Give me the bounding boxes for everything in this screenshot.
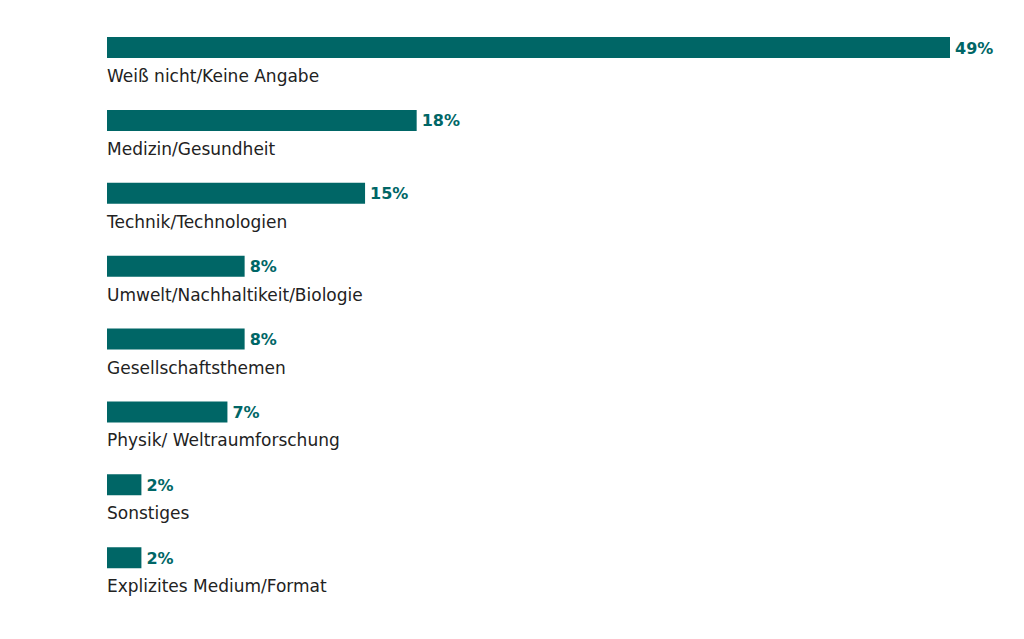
svg-text:Weiß nicht/Keine Angabe: Weiß nicht/Keine Angabe (107, 66, 319, 86)
svg-text:2%: 2% (146, 476, 173, 495)
svg-text:7%: 7% (232, 403, 259, 422)
svg-text:15%: 15% (370, 184, 408, 203)
svg-text:Gesellschaftsthemen: Gesellschaftsthemen (107, 358, 286, 378)
svg-text:Explizites Medium/Format: Explizites Medium/Format (107, 576, 327, 596)
svg-text:18%: 18% (422, 111, 460, 130)
svg-text:49%: 49% (955, 39, 993, 58)
svg-text:Physik/ Weltraumforschung: Physik/ Weltraumforschung (107, 430, 340, 450)
svg-text:8%: 8% (250, 330, 277, 349)
svg-text:Technik/Technologien: Technik/Technologien (106, 212, 287, 232)
svg-text:Umwelt/Nachhaltikeit/Biologie: Umwelt/Nachhaltikeit/Biologie (107, 285, 363, 305)
svg-text:8%: 8% (250, 257, 277, 276)
svg-text:Medizin/Gesundheit: Medizin/Gesundheit (107, 139, 276, 159)
svg-text:Sonstiges: Sonstiges (107, 503, 189, 523)
svg-text:2%: 2% (146, 549, 173, 568)
